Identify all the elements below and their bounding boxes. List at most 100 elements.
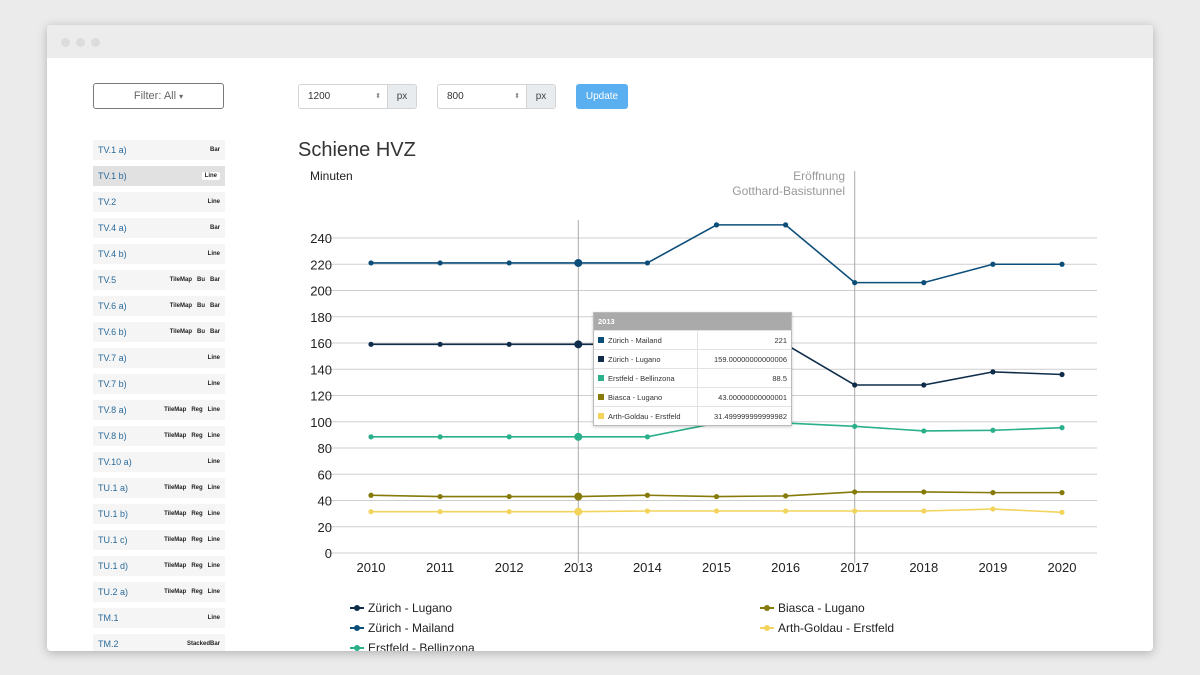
data-point[interactable] — [713, 222, 720, 228]
data-point[interactable] — [368, 492, 374, 498]
data-point[interactable] — [921, 508, 927, 514]
chart-type-tag[interactable]: Bar — [209, 147, 220, 153]
data-point[interactable] — [713, 493, 720, 500]
data-point[interactable] — [437, 260, 443, 266]
sidebar-item[interactable]: TM.2 StackedBar — [93, 634, 225, 651]
chart-type-tag[interactable]: Line — [207, 355, 220, 361]
sidebar-item[interactable]: TU.1 c) TileMap Reg Line — [93, 530, 225, 550]
data-point[interactable] — [852, 280, 858, 286]
data-point[interactable] — [644, 508, 651, 514]
sidebar-item[interactable]: TV.6 b) TileMap Bu Bar — [93, 322, 225, 342]
chart-type-tag[interactable]: Line — [207, 407, 220, 413]
data-point[interactable] — [574, 492, 583, 501]
chart-type-tag[interactable]: TileMap — [169, 303, 192, 309]
chart-type-tag[interactable]: Reg — [191, 433, 203, 439]
chart-type-tag[interactable]: Line — [207, 563, 220, 569]
data-point[interactable] — [506, 509, 512, 515]
legend-item[interactable]: Zürich - Lugano — [350, 601, 452, 615]
sidebar-item[interactable]: TV.5 TileMap Bu Bar — [93, 270, 225, 290]
chart-type-tag[interactable]: Line — [207, 537, 220, 543]
data-point[interactable] — [990, 261, 996, 267]
chart-type-tag[interactable]: Bu — [196, 277, 205, 283]
chart-type-tag[interactable]: Bar — [209, 329, 220, 335]
sidebar-item[interactable]: TU.1 b) TileMap Reg Line — [93, 504, 225, 524]
chart-type-tag[interactable]: Line — [207, 485, 220, 491]
data-point[interactable] — [368, 341, 374, 347]
legend-item[interactable]: Arth-Goldau - Erstfeld — [760, 621, 894, 635]
chart-type-tag[interactable]: Reg — [191, 537, 203, 543]
chart-type-tag[interactable]: Bu — [196, 329, 205, 335]
data-point[interactable] — [437, 434, 443, 440]
data-point[interactable] — [368, 509, 374, 515]
data-point[interactable] — [783, 493, 789, 499]
width-input[interactable]: 1200 ⬍ — [299, 85, 387, 108]
sidebar-item[interactable]: TV.4 a) Bar — [93, 218, 225, 238]
stepper-icon[interactable]: ⬍ — [375, 93, 381, 100]
data-point[interactable] — [713, 508, 720, 514]
data-point[interactable] — [1059, 509, 1065, 515]
window-close-dot-icon[interactable] — [61, 38, 70, 47]
data-point[interactable] — [506, 260, 512, 266]
chart-type-tag[interactable]: TileMap — [169, 329, 192, 335]
data-point[interactable] — [921, 280, 927, 286]
data-point[interactable] — [783, 222, 789, 228]
data-point[interactable] — [437, 509, 443, 515]
chart-type-tag[interactable]: TileMap — [164, 433, 187, 439]
sidebar-item[interactable]: TV.8 a) TileMap Reg Line — [93, 400, 225, 420]
data-point[interactable] — [368, 260, 374, 266]
window-minimize-dot-icon[interactable] — [76, 38, 85, 47]
data-point[interactable] — [1059, 490, 1065, 496]
data-point[interactable] — [1059, 261, 1065, 267]
chart-type-tag[interactable]: Reg — [191, 563, 203, 569]
sidebar-item[interactable]: TV.1 a) Bar — [93, 140, 225, 160]
sidebar-item[interactable]: TU.1 a) TileMap Reg Line — [93, 478, 225, 498]
data-point[interactable] — [921, 489, 927, 495]
chart-type-tag[interactable]: TileMap — [164, 407, 187, 413]
data-point[interactable] — [574, 340, 583, 349]
sidebar-item[interactable]: TV.7 a) Line — [93, 348, 225, 368]
legend-item[interactable]: Zürich - Mailand — [350, 621, 454, 635]
height-input[interactable]: 800 ⬍ — [438, 85, 526, 108]
chart-type-tag[interactable]: Reg — [191, 511, 203, 517]
window-maximize-dot-icon[interactable] — [91, 38, 100, 47]
data-point[interactable] — [644, 492, 651, 498]
sidebar-item[interactable]: TU.2 a) TileMap Reg Line — [93, 582, 225, 602]
sidebar-item[interactable]: TV.7 b) Line — [93, 374, 225, 394]
chart-type-tag[interactable]: StackedBar — [186, 641, 220, 647]
data-point[interactable] — [990, 490, 996, 496]
data-point[interactable] — [990, 369, 996, 375]
sidebar-item[interactable]: TV.4 b) Line — [93, 244, 225, 264]
sidebar-item[interactable]: TV.6 a) TileMap Bu Bar — [93, 296, 225, 316]
legend-item[interactable]: Erstfeld - Bellinzona — [350, 641, 475, 651]
data-point[interactable] — [921, 428, 927, 434]
chart-type-tag[interactable]: Bu — [196, 303, 205, 309]
data-point[interactable] — [506, 493, 512, 500]
data-point[interactable] — [644, 260, 651, 266]
sidebar-item[interactable]: TV.10 a) Line — [93, 452, 225, 472]
data-point[interactable] — [990, 427, 996, 433]
stepper-icon[interactable]: ⬍ — [514, 93, 520, 100]
data-point[interactable] — [852, 423, 858, 429]
chart-type-tag[interactable]: Line — [207, 511, 220, 517]
chart-type-tag[interactable]: TileMap — [164, 589, 187, 595]
chart-type-tag[interactable]: TileMap — [164, 511, 187, 517]
data-point[interactable] — [990, 506, 996, 512]
data-point[interactable] — [852, 382, 858, 388]
data-point[interactable] — [921, 382, 927, 388]
chart-type-tag[interactable]: Line — [207, 199, 220, 205]
data-point[interactable] — [574, 507, 583, 516]
legend-item[interactable]: Biasca - Lugano — [760, 601, 865, 615]
sidebar-item[interactable]: TV.1 b) Line — [93, 166, 225, 186]
data-point[interactable] — [1059, 425, 1065, 431]
chart-type-tag[interactable]: TileMap — [169, 277, 192, 283]
filter-dropdown[interactable]: Filter: All ▾ — [93, 83, 224, 109]
data-point[interactable] — [783, 508, 789, 514]
data-point[interactable] — [852, 489, 858, 495]
chart-type-tag[interactable]: Line — [207, 615, 220, 621]
update-button[interactable]: Update — [576, 84, 628, 109]
chart-type-tag[interactable]: Line — [201, 172, 220, 180]
chart-type-tag[interactable]: Line — [207, 589, 220, 595]
sidebar-item[interactable]: TV.2 Line — [93, 192, 225, 212]
chart-type-tag[interactable]: TileMap — [164, 563, 187, 569]
chart-type-tag[interactable]: TileMap — [164, 485, 187, 491]
